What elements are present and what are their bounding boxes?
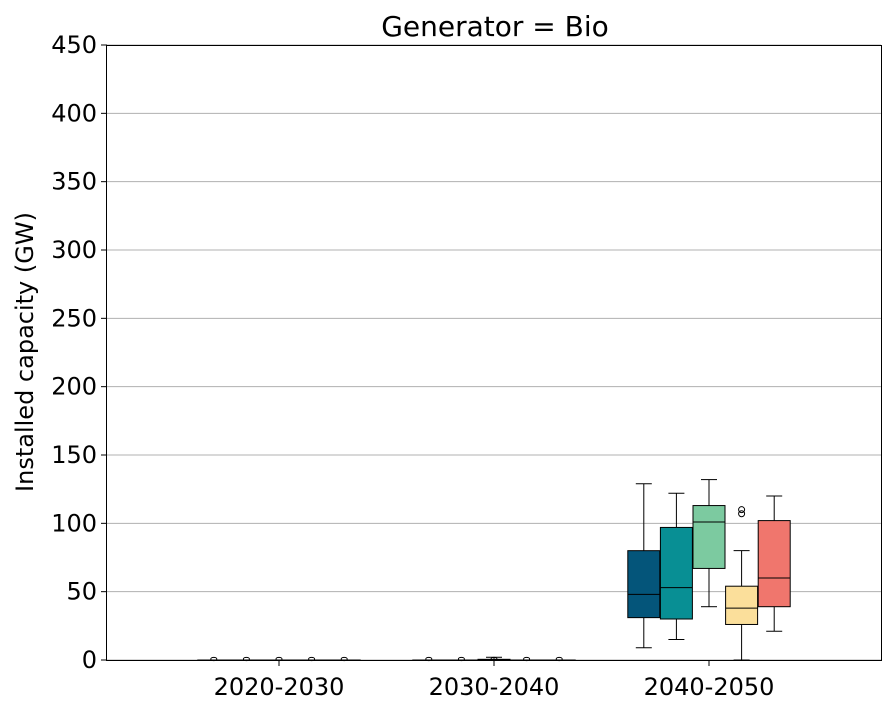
y-tick-label: 450 [51,31,97,59]
box-2040-2050-s2 [692,479,726,608]
box-body [659,526,693,620]
y-axis-ticks: 0 50 100 150 200 250 300 350 400 450 [51,31,107,674]
box-body [757,520,791,608]
y-tick-label: 100 [51,509,97,537]
y-tick-label: 0 [82,646,97,674]
box-2040-2050-s1 [659,492,693,640]
box-2040-2050-s0 [627,483,661,649]
y-tick-label: 150 [51,441,97,469]
x-tick-label: 2030-2040 [429,673,560,701]
y-tick-label: 300 [51,236,97,264]
y-tick-label: 250 [51,304,97,332]
x-axis-ticks: 2020-2030 2030-2040 2040-2050 [214,660,775,701]
y-tick-label: 200 [51,373,97,401]
chart-title: Generator = Bio [381,10,609,43]
x-tick-label: 2040-2050 [644,673,775,701]
box-body [725,585,759,625]
y-axis-label: Installed capacity (GW) [11,212,39,492]
y-tick-label: 400 [51,99,97,127]
box-2040-2050-s4 [757,495,791,632]
box-plots [197,479,791,662]
box-body [692,505,726,569]
outlier-point [738,506,746,514]
box-body [627,550,661,619]
y-tick-label: 350 [51,168,97,196]
box-2040-2050-s3 [725,506,759,661]
x-tick-label: 2020-2030 [214,673,345,701]
y-tick-label: 50 [66,578,97,606]
outlier-point [738,510,746,518]
